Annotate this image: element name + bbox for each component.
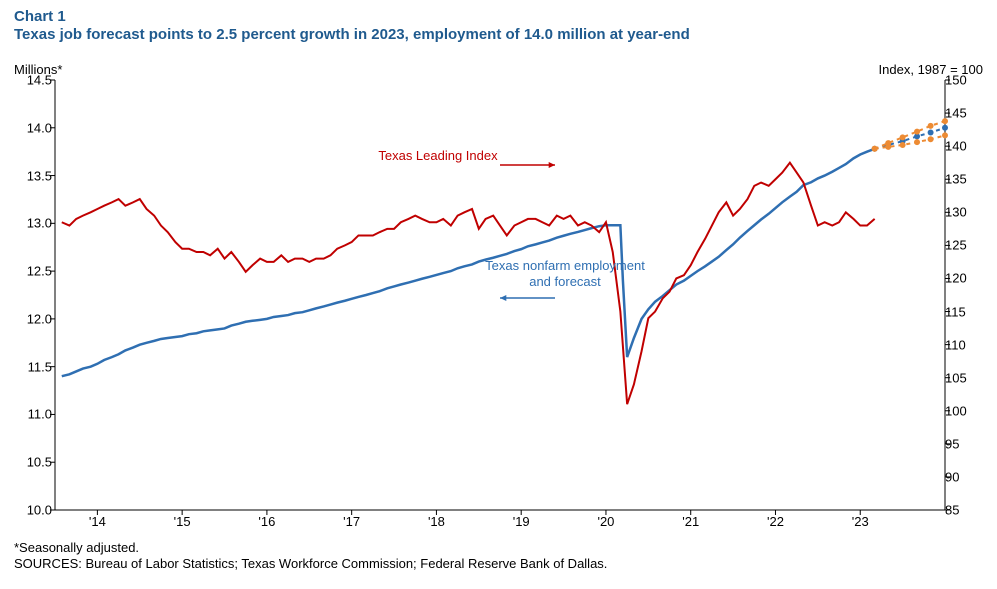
y-left-tick: 13.5 [14, 168, 52, 183]
y-right-tick: 150 [945, 73, 983, 88]
y-left-tick: 10.5 [14, 455, 52, 470]
y-left-tick: 10.0 [14, 503, 52, 518]
x-tick: '22 [767, 514, 784, 529]
chart-svg [0, 0, 997, 589]
y-left-tick: 14.5 [14, 73, 52, 88]
x-tick: '23 [852, 514, 869, 529]
y-right-tick: 85 [945, 503, 983, 518]
chart-container: Chart 1 Texas job forecast points to 2.5… [0, 0, 997, 589]
y-right-tick: 115 [945, 304, 983, 319]
footnote: *Seasonally adjusted. [14, 540, 139, 555]
x-tick: '19 [513, 514, 530, 529]
y-right-tick: 105 [945, 370, 983, 385]
y-right-tick: 135 [945, 172, 983, 187]
sources: SOURCES: Bureau of Labor Statistics; Tex… [14, 556, 607, 571]
y-left-tick: 14.0 [14, 120, 52, 135]
y-left-tick: 12.5 [14, 264, 52, 279]
y-right-tick: 125 [945, 238, 983, 253]
y-right-tick: 140 [945, 139, 983, 154]
x-tick: '20 [597, 514, 614, 529]
x-tick: '21 [682, 514, 699, 529]
x-tick: '17 [343, 514, 360, 529]
annotation-employment-line1: Texas nonfarm employment [485, 258, 645, 273]
annotation-employment-line2: and forecast [529, 274, 601, 289]
y-right-tick: 95 [945, 436, 983, 451]
series-forecast [875, 128, 945, 149]
y-right-tick: 90 [945, 469, 983, 484]
y-right-tick: 110 [945, 337, 983, 352]
series-forecast [875, 121, 945, 149]
y-left-tick: 11.5 [14, 359, 52, 374]
y-left-tick: 12.0 [14, 311, 52, 326]
annotation-employment-label: Texas nonfarm employment and forecast [465, 258, 665, 289]
x-tick: '18 [428, 514, 445, 529]
x-tick: '14 [89, 514, 106, 529]
y-right-tick: 100 [945, 403, 983, 418]
y-right-tick: 120 [945, 271, 983, 286]
x-tick: '15 [174, 514, 191, 529]
y-left-tick: 13.0 [14, 216, 52, 231]
series-forecast [875, 135, 945, 148]
annotation-tli-label: Texas Leading Index [358, 148, 518, 163]
y-left-tick: 11.0 [14, 407, 52, 422]
x-tick: '16 [258, 514, 275, 529]
y-right-tick: 145 [945, 106, 983, 121]
y-right-tick: 130 [945, 205, 983, 220]
